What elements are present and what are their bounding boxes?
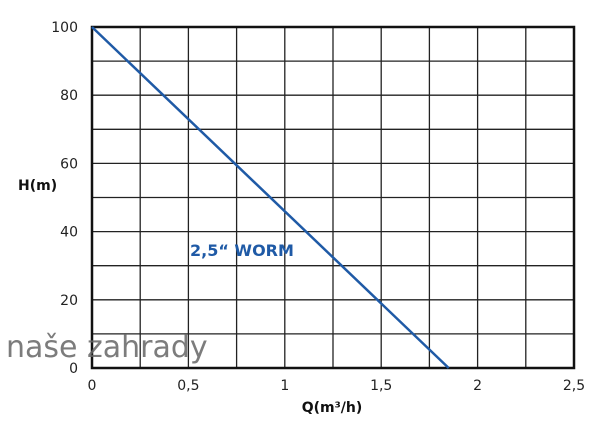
grid bbox=[90, 25, 576, 370]
x-tick-label: 2 bbox=[473, 378, 482, 394]
x-tick-label: 0,5 bbox=[177, 378, 199, 394]
y-tick-label: 40 bbox=[60, 225, 78, 241]
x-tick-label: 0 bbox=[88, 378, 97, 394]
y-axis-label: H(m) bbox=[18, 178, 57, 194]
series: 2,5“ WORM bbox=[91, 26, 450, 369]
y-tick-label: 0 bbox=[69, 361, 78, 377]
x-tick-label: 1,5 bbox=[370, 378, 392, 394]
y-tick-label: 100 bbox=[51, 20, 78, 36]
x-tick-label: 1 bbox=[280, 378, 289, 394]
series-line bbox=[91, 26, 450, 369]
y-tick-label: 80 bbox=[60, 88, 78, 104]
y-tick-label: 20 bbox=[60, 293, 78, 309]
y-tick-label: 60 bbox=[60, 156, 78, 172]
x-axis-label: Q(m³/h) bbox=[302, 400, 363, 416]
tick-labels: 0 0,5 1 1,5 2 2,5 0 20 40 60 80 100 bbox=[51, 20, 585, 394]
plot-frame bbox=[90, 25, 576, 370]
x-tick-label: 2,5 bbox=[563, 378, 585, 394]
watermark: naše zahrady bbox=[6, 330, 208, 365]
series-label: 2,5“ WORM bbox=[190, 241, 294, 260]
